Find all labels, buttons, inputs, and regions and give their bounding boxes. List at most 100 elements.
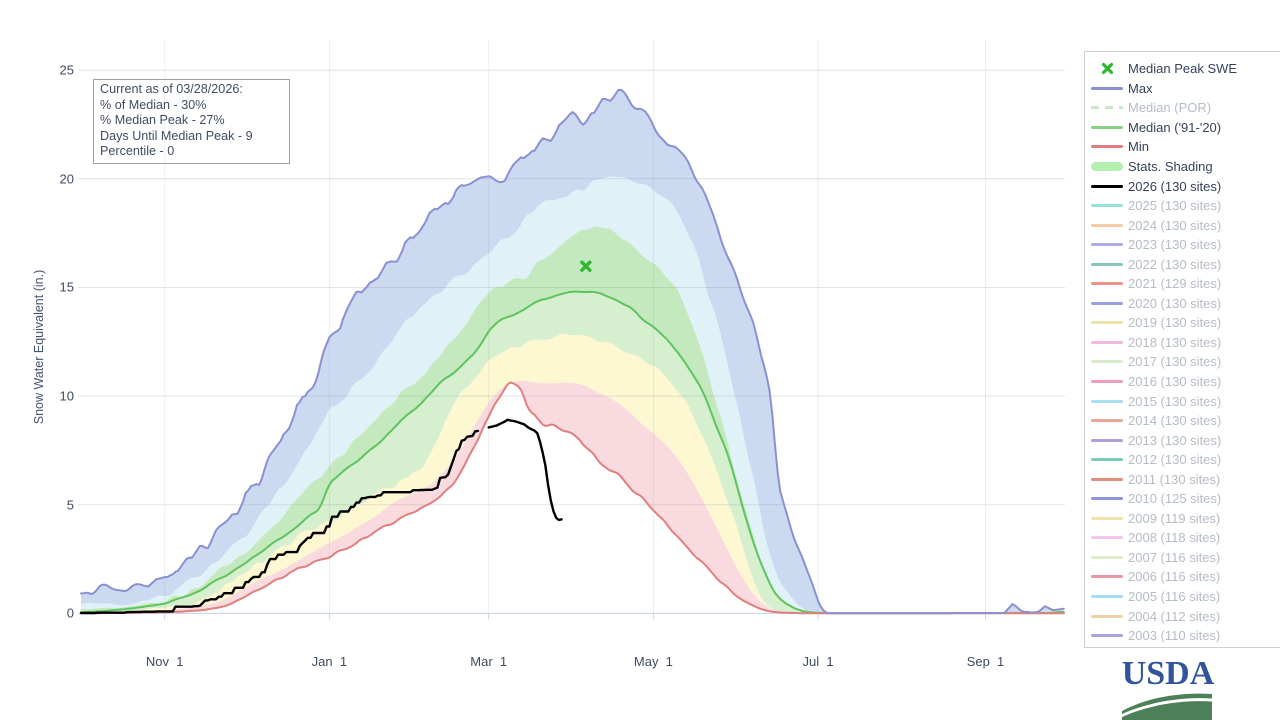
x-tick-label-Nov-1: Nov 1	[145, 654, 184, 669]
legend-item-2014-130-sites[interactable]: 2014 (130 sites)	[1091, 411, 1280, 431]
legend-item-2008-118-sites[interactable]: 2008 (118 sites)	[1091, 528, 1280, 548]
legend-swatch-line	[1091, 419, 1123, 423]
legend-item-2012-130-sites[interactable]: 2012 (130 sites)	[1091, 450, 1280, 470]
legend-item-2025-130-sites[interactable]: 2025 (130 sites)	[1091, 196, 1280, 216]
legend-swatch-line	[1091, 301, 1123, 305]
legend-label: 2011 (130 sites)	[1128, 471, 1221, 487]
legend-item-2016-130-sites[interactable]: 2016 (130 sites)	[1091, 372, 1280, 392]
legend-x-marker-icon	[1091, 62, 1123, 75]
legend-item-2022-130-sites[interactable]: 2022 (130 sites)	[1091, 254, 1280, 274]
usda-logo-swoosh-stripe	[1122, 693, 1212, 714]
legend-item-2019-130-sites[interactable]: 2019 (130 sites)	[1091, 313, 1280, 333]
legend-label: 2014 (130 sites)	[1128, 413, 1222, 429]
legend-item-2018-130-sites[interactable]: 2018 (130 sites)	[1091, 333, 1280, 353]
legend-label: 2015 (130 sites)	[1128, 393, 1222, 409]
y-tick-label-25: 25	[59, 62, 74, 78]
legend-item-2007-116-sites[interactable]: 2007 (116 sites)	[1091, 548, 1280, 568]
info-percentile: Percentile - 0	[100, 144, 175, 158]
legend-item-2026-130-sites[interactable]: 2026 (130 sites)	[1091, 176, 1280, 196]
series-line-max	[80, 88, 1065, 615]
usda-logo: USDA	[1122, 655, 1215, 720]
legend-item-median-91-20[interactable]: Median ('91-'20)	[1091, 118, 1280, 138]
legend-item-2017-130-sites[interactable]: 2017 (130 sites)	[1091, 352, 1280, 372]
legend-label: Stats. Shading	[1128, 159, 1213, 174]
legend-label: 2006 (116 sites)	[1128, 569, 1221, 585]
legend-item-2004-112-sites[interactable]: 2004 (112 sites)	[1091, 606, 1280, 626]
legend-label: Max	[1128, 80, 1153, 96]
legend-label: 2012 (130 sites)	[1128, 452, 1222, 468]
legend-swatch-line	[1091, 184, 1123, 188]
median-peak-marker	[580, 260, 592, 272]
status-info-box: Current as of 03/28/2026: % of Median - …	[93, 79, 290, 164]
legend-swatch-line	[1091, 516, 1123, 520]
x-tick-label-Mar-1: Mar 1	[470, 654, 508, 669]
legend-swatch-line	[1091, 458, 1123, 462]
legend-swatch-line	[1091, 634, 1123, 638]
y-tick-label-5: 5	[66, 497, 74, 513]
band-p30-p70	[81, 226, 1064, 614]
legend-label: 2025 (130 sites)	[1128, 198, 1222, 214]
legend-item-2005-116-sites[interactable]: 2005 (116 sites)	[1091, 587, 1280, 607]
legend-label: 2020 (130 sites)	[1128, 295, 1222, 311]
legend-label: 2018 (130 sites)	[1128, 334, 1222, 350]
legend-label: Min	[1128, 139, 1149, 155]
legend-label: 2016 (130 sites)	[1128, 374, 1222, 390]
legend-swatch-line	[1091, 282, 1123, 286]
legend-swatch-band	[1091, 162, 1123, 171]
legend-item-2020-130-sites[interactable]: 2020 (130 sites)	[1091, 294, 1280, 314]
legend-item-median-por[interactable]: Median (POR)	[1091, 98, 1280, 118]
legend-item-2009-119-sites[interactable]: 2009 (119 sites)	[1091, 509, 1280, 529]
band-min-p10	[81, 380, 1064, 614]
legend-swatch-line	[1091, 614, 1123, 618]
legend-swatch-line	[1091, 340, 1123, 344]
legend-swatch-line	[1091, 360, 1123, 364]
legend-item-2010-125-sites[interactable]: 2010 (125 sites)	[1091, 489, 1280, 509]
x-tick-label-Sep-1: Sep 1	[966, 654, 1005, 669]
legend-item-2011-130-sites[interactable]: 2011 (130 sites)	[1091, 469, 1280, 489]
legend-swatch-line	[1091, 575, 1123, 579]
legend-label: Median Peak SWE	[1128, 61, 1238, 77]
legend-label: 2007 (116 sites)	[1128, 549, 1221, 565]
info-pct-median-peak: % Median Peak - 27%	[100, 113, 225, 127]
legend-swatch-line	[1091, 497, 1123, 501]
legend-swatch-line	[1091, 380, 1123, 384]
legend-swatch-line	[1091, 204, 1123, 208]
legend-item-max[interactable]: Max	[1091, 79, 1280, 99]
legend: Median Peak SWE Max Median (POR) Median ('9…	[1084, 51, 1280, 648]
legend-item-2003-110-sites[interactable]: 2003 (110 sites)	[1091, 626, 1280, 646]
legend-label: 2005 (116 sites)	[1128, 589, 1221, 605]
legend-item-min[interactable]: Min	[1091, 137, 1280, 157]
legend-item-2024-130-sites[interactable]: 2024 (130 sites)	[1091, 215, 1280, 235]
legend-label: 2008 (118 sites)	[1128, 530, 1221, 546]
info-days-until-median-peak: Days Until Median Peak - 9	[100, 128, 253, 143]
legend-swatch-line	[1091, 595, 1123, 599]
legend-item-2015-130-sites[interactable]: 2015 (130 sites)	[1091, 391, 1280, 411]
legend-item-2021-129-sites[interactable]: 2021 (129 sites)	[1091, 274, 1280, 294]
legend-swatch-line	[1091, 321, 1123, 325]
legend-item-median-peak-swe[interactable]: Median Peak SWE	[1091, 59, 1280, 79]
legend-label: 2003 (110 sites)	[1128, 628, 1221, 644]
legend-swatch-line	[1091, 399, 1123, 403]
legend-swatch-line	[1091, 145, 1123, 149]
legend-label: 2023 (130 sites)	[1128, 237, 1222, 253]
band-p10-p30	[81, 333, 1064, 614]
legend-swatch-dash	[1091, 106, 1123, 110]
legend-swatch-line	[1091, 477, 1123, 481]
legend-swatch-line	[1091, 86, 1123, 90]
legend-item-2023-130-sites[interactable]: 2023 (130 sites)	[1091, 235, 1280, 255]
legend-item-stats-shading[interactable]: Stats. Shading	[1091, 157, 1280, 177]
y-tick-label-15: 15	[59, 279, 74, 295]
legend-swatch-line	[1091, 262, 1123, 266]
info-current-as-of: Current as of 03/28/2026:	[100, 82, 243, 96]
legend-label: 2004 (112 sites)	[1128, 608, 1221, 624]
legend-item-2006-116-sites[interactable]: 2006 (116 sites)	[1091, 567, 1280, 587]
legend-label: 2017 (130 sites)	[1128, 354, 1222, 370]
y-tick-label-20: 20	[59, 171, 74, 187]
info-pct-of-median: % of Median - 30%	[100, 97, 207, 112]
legend-item-2013-130-sites[interactable]: 2013 (130 sites)	[1091, 430, 1280, 450]
x-tick-label-Jul-1: Jul 1	[802, 654, 834, 669]
legend-label: Median (POR)	[1128, 100, 1212, 116]
legend-label: Median ('91-'20)	[1128, 119, 1222, 135]
